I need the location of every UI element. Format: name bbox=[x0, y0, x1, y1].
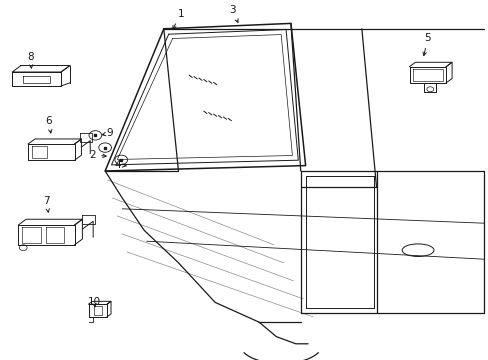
Text: 5: 5 bbox=[422, 33, 430, 56]
Text: 3: 3 bbox=[228, 5, 238, 22]
Text: 6: 6 bbox=[45, 116, 52, 133]
Text: 1: 1 bbox=[173, 9, 184, 29]
Text: 8: 8 bbox=[27, 51, 34, 68]
Text: 4: 4 bbox=[114, 160, 126, 170]
Text: 7: 7 bbox=[43, 196, 50, 212]
Text: 10: 10 bbox=[88, 297, 101, 307]
Text: 9: 9 bbox=[102, 128, 113, 138]
Text: 2: 2 bbox=[89, 150, 106, 160]
